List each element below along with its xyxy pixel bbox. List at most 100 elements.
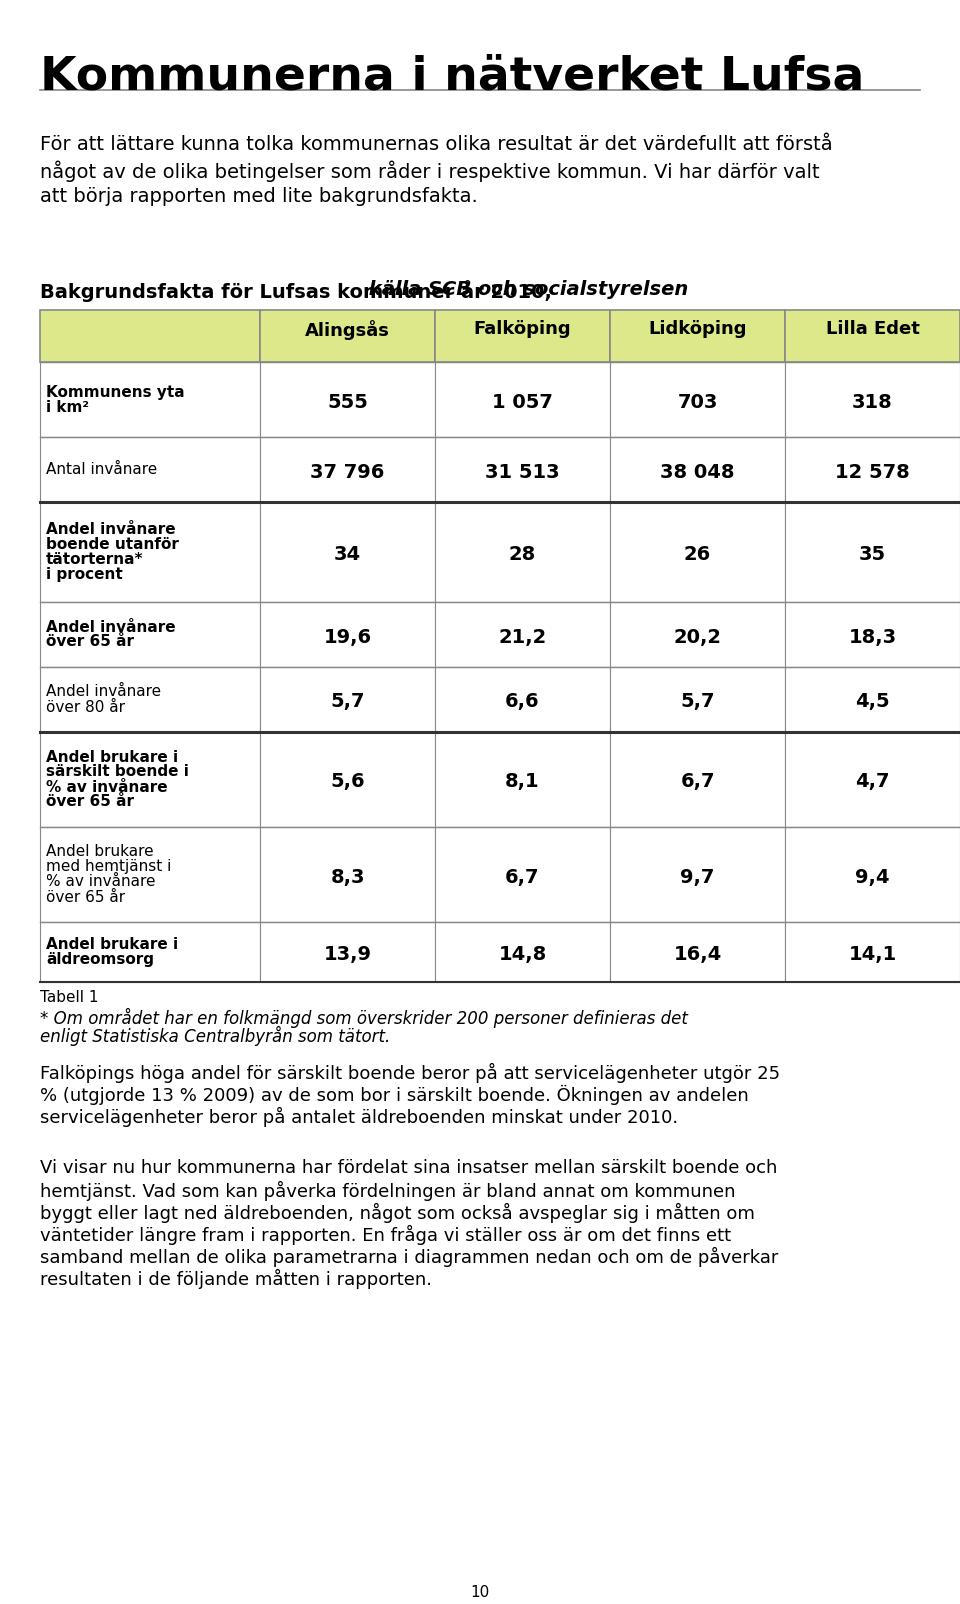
- Text: Andel invånare: Andel invånare: [46, 521, 176, 537]
- Bar: [785, 310, 960, 363]
- Text: 5,7: 5,7: [681, 693, 715, 712]
- Bar: [40, 436, 260, 502]
- Text: hemtjänst. Vad som kan påverka fördelningen är bland annat om kommunen: hemtjänst. Vad som kan påverka fördelnin…: [40, 1181, 735, 1201]
- Text: 9,4: 9,4: [855, 868, 890, 887]
- Text: Bakgrundsfakta för Lufsas kommuner år 2010,: Bakgrundsfakta för Lufsas kommuner år 20…: [40, 281, 552, 302]
- Text: 26: 26: [684, 545, 711, 565]
- Bar: [260, 922, 435, 982]
- Text: % av invånare: % av invånare: [46, 874, 156, 890]
- Bar: [260, 602, 435, 667]
- Text: Andel invånare: Andel invånare: [46, 685, 161, 699]
- Text: över 65 år: över 65 år: [46, 794, 134, 810]
- Text: Andel brukare: Andel brukare: [46, 844, 154, 860]
- Text: 703: 703: [678, 393, 718, 412]
- Bar: [260, 502, 435, 602]
- Text: med hemtjänst i: med hemtjänst i: [46, 860, 172, 874]
- Text: väntetider längre fram i rapporten. En fråga vi ställer oss är om det finns ett: väntetider längre fram i rapporten. En f…: [40, 1225, 732, 1245]
- Text: 318: 318: [852, 393, 893, 412]
- Text: 8,3: 8,3: [330, 868, 365, 887]
- Text: tätorterna*: tätorterna*: [46, 552, 143, 566]
- Text: något av de olika betingelser som råder i respektive kommun. Vi har därför valt: något av de olika betingelser som råder …: [40, 160, 820, 183]
- Text: 35: 35: [859, 545, 886, 565]
- Bar: [260, 363, 435, 436]
- Text: servicelägenheter beror på antalet äldreboenden minskat under 2010.: servicelägenheter beror på antalet äldre…: [40, 1107, 678, 1128]
- Text: Falköping: Falköping: [473, 321, 571, 338]
- Text: 34: 34: [334, 545, 361, 565]
- Bar: [260, 310, 435, 363]
- Bar: [435, 436, 610, 502]
- Text: Falköpings höga andel för särskilt boende beror på att servicelägenheter utgör 2: Falköpings höga andel för särskilt boend…: [40, 1063, 780, 1083]
- Bar: [435, 922, 610, 982]
- Text: * Om området har en folkmängd som överskrider 200 personer definieras det: * Om området har en folkmängd som översk…: [40, 1007, 688, 1028]
- Text: Kommunens yta: Kommunens yta: [46, 385, 184, 399]
- Text: 10: 10: [470, 1585, 490, 1601]
- Bar: [610, 602, 785, 667]
- Text: För att lättare kunna tolka kommunernas olika resultat är det värdefullt att för: För att lättare kunna tolka kommunernas …: [40, 135, 832, 154]
- Bar: [785, 828, 960, 922]
- Text: 1 057: 1 057: [492, 393, 553, 412]
- Bar: [40, 731, 260, 828]
- Bar: [610, 731, 785, 828]
- Bar: [435, 310, 610, 363]
- Text: 20,2: 20,2: [674, 627, 722, 646]
- Text: 31 513: 31 513: [485, 462, 560, 481]
- Bar: [260, 828, 435, 922]
- Text: 19,6: 19,6: [324, 627, 372, 646]
- Text: 6,7: 6,7: [681, 773, 715, 791]
- Text: 8,1: 8,1: [505, 773, 540, 791]
- Bar: [785, 922, 960, 982]
- Text: i procent: i procent: [46, 566, 123, 582]
- Bar: [40, 922, 260, 982]
- Bar: [785, 363, 960, 436]
- Text: Andel brukare i: Andel brukare i: [46, 749, 179, 765]
- Bar: [435, 731, 610, 828]
- Text: 6,6: 6,6: [505, 693, 540, 712]
- Text: Andel brukare i: Andel brukare i: [46, 937, 179, 953]
- Bar: [260, 731, 435, 828]
- Text: % (utgjorde 13 % 2009) av de som bor i särskilt boende. Ökningen av andelen: % (utgjorde 13 % 2009) av de som bor i s…: [40, 1084, 749, 1105]
- Bar: [610, 502, 785, 602]
- Text: Vi visar nu hur kommunerna har fördelat sina insatser mellan särskilt boende och: Vi visar nu hur kommunerna har fördelat …: [40, 1160, 778, 1177]
- Text: Tabell 1: Tabell 1: [40, 990, 99, 1006]
- Text: över 65 år: över 65 år: [46, 890, 125, 905]
- Text: särskilt boende i: särskilt boende i: [46, 765, 189, 780]
- Bar: [40, 363, 260, 436]
- Text: 13,9: 13,9: [324, 945, 372, 964]
- Text: 16,4: 16,4: [673, 945, 722, 964]
- Text: % av invånare: % av invånare: [46, 780, 168, 794]
- Text: boende utanför: boende utanför: [46, 537, 179, 552]
- Text: Andel invånare: Andel invånare: [46, 619, 176, 635]
- Text: Alingsås: Alingsås: [305, 321, 390, 340]
- Bar: [40, 667, 260, 731]
- Bar: [260, 667, 435, 731]
- Bar: [610, 667, 785, 731]
- Text: över 80 år: över 80 år: [46, 699, 125, 714]
- Text: 4,7: 4,7: [855, 773, 890, 791]
- Text: 37 796: 37 796: [310, 462, 385, 481]
- Bar: [610, 363, 785, 436]
- Text: Lilla Edet: Lilla Edet: [826, 321, 920, 338]
- Text: källa SCB och socialstyrelsen: källa SCB och socialstyrelsen: [363, 281, 688, 298]
- Text: 14,1: 14,1: [849, 945, 897, 964]
- Text: över 65 år: över 65 år: [46, 635, 134, 650]
- Bar: [435, 363, 610, 436]
- Text: 18,3: 18,3: [849, 627, 897, 646]
- Text: äldreomsorg: äldreomsorg: [46, 953, 154, 967]
- Text: 555: 555: [327, 393, 368, 412]
- Text: 6,7: 6,7: [505, 868, 540, 887]
- Text: resultaten i de följande måtten i rapporten.: resultaten i de följande måtten i rappor…: [40, 1269, 432, 1290]
- Text: Lidköping: Lidköping: [648, 321, 747, 338]
- Text: 5,7: 5,7: [330, 693, 365, 712]
- Text: 28: 28: [509, 545, 536, 565]
- Text: Antal invånare: Antal invånare: [46, 462, 157, 476]
- Bar: [610, 310, 785, 363]
- Text: att börja rapporten med lite bakgrundsfakta.: att börja rapporten med lite bakgrundsfa…: [40, 188, 478, 205]
- Text: 12 578: 12 578: [835, 462, 910, 481]
- Bar: [610, 436, 785, 502]
- Bar: [435, 828, 610, 922]
- Bar: [785, 502, 960, 602]
- Bar: [610, 922, 785, 982]
- Text: enligt Statistiska Centralbyrån som tätort.: enligt Statistiska Centralbyrån som täto…: [40, 1027, 391, 1046]
- Text: 5,6: 5,6: [330, 773, 365, 791]
- Text: 4,5: 4,5: [855, 693, 890, 712]
